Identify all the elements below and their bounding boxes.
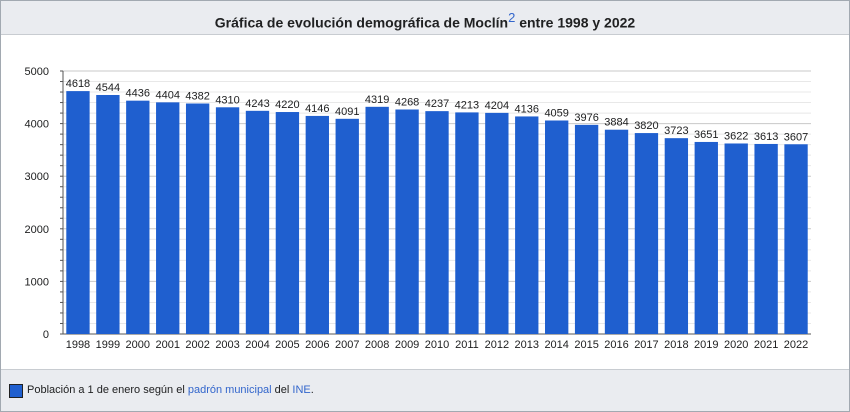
legend-prefix: Población a 1 de enero según el <box>27 384 188 396</box>
data-label: 3613 <box>754 131 778 143</box>
x-tick-label: 2022 <box>784 339 808 351</box>
x-tick-label: 2005 <box>275 339 299 351</box>
x-tick-label: 2014 <box>544 339 568 351</box>
bar <box>515 116 539 334</box>
reference-link[interactable]: 2 <box>508 10 516 25</box>
data-label: 4136 <box>515 103 539 115</box>
bar <box>754 143 778 334</box>
x-tick-label: 2020 <box>724 339 748 351</box>
legend-middle: del <box>271 384 293 396</box>
data-label: 4220 <box>275 99 299 111</box>
bar <box>455 112 479 334</box>
data-label: 4618 <box>66 78 90 90</box>
bar <box>694 141 718 334</box>
data-label: 3976 <box>574 112 598 124</box>
bar <box>96 94 120 334</box>
bar <box>126 100 150 334</box>
bar <box>664 138 689 334</box>
x-tick-label: 2000 <box>126 339 150 351</box>
x-tick-label: 2011 <box>455 339 479 351</box>
data-label: 4059 <box>544 107 568 119</box>
x-tick-label: 1998 <box>66 339 90 351</box>
x-tick-label: 2019 <box>694 339 718 351</box>
bar <box>604 129 629 334</box>
bar <box>215 107 240 334</box>
bar <box>275 112 300 334</box>
data-label: 4268 <box>395 97 419 109</box>
bar <box>574 124 599 334</box>
data-label: 3884 <box>604 117 628 129</box>
y-tick-label: 4000 <box>25 119 49 131</box>
bar-chart: 0 1000 2000 3000 4000 5000 4618 1998 4544 1999 443… <box>25 66 811 351</box>
title-text: Gráfica de evolución demográfica de Mocl… <box>214 14 509 31</box>
x-tick-label: 2012 <box>485 339 509 351</box>
bar <box>634 133 659 334</box>
x-tick-label: 2008 <box>365 339 389 351</box>
x-tick-label: 2009 <box>395 339 419 351</box>
y-tick-label: 3000 <box>25 171 49 183</box>
title-suffix: entre 1998 y 2022 <box>515 14 636 31</box>
data-label: 4243 <box>245 98 269 110</box>
data-label: 4319 <box>365 94 389 106</box>
bar <box>185 103 210 334</box>
data-label: 3622 <box>724 130 748 142</box>
bar <box>156 102 180 334</box>
data-label: 4382 <box>185 91 209 103</box>
data-label: 4404 <box>155 89 179 101</box>
padron-link[interactable]: padrón municipal <box>187 384 272 396</box>
data-label: 3607 <box>784 131 808 143</box>
bar <box>365 106 389 334</box>
y-tick-label: 5000 <box>25 66 49 78</box>
x-tick-label: 2016 <box>604 339 628 351</box>
ine-link[interactable]: INE <box>292 384 311 396</box>
x-tick-label: 2021 <box>754 339 778 351</box>
x-tick-label: 2007 <box>335 339 359 351</box>
data-label: 3723 <box>664 125 688 137</box>
x-tick-label: 2013 <box>515 339 539 351</box>
bar <box>425 111 449 335</box>
data-label: 4436 <box>126 88 150 100</box>
y-tick-label: 1000 <box>25 276 49 288</box>
x-tick-label: 2004 <box>245 339 269 351</box>
x-tick-label: 2001 <box>155 339 179 351</box>
bar <box>545 120 569 334</box>
data-label: 4146 <box>305 103 329 115</box>
legend-end: . <box>310 384 314 396</box>
data-label: 3651 <box>694 129 718 141</box>
chart-title: Gráfica de evolución demográfica de Mocl… <box>1 1 849 35</box>
bar <box>395 109 419 334</box>
y-tick-label: 2000 <box>25 224 49 236</box>
data-label: 4544 <box>96 82 120 94</box>
data-label: 4213 <box>455 99 479 111</box>
x-tick-label: 2003 <box>215 339 239 351</box>
data-label: 4091 <box>335 106 359 118</box>
bar <box>245 110 270 334</box>
legend-text: Población a 1 de enero según el padrón m… <box>27 384 314 396</box>
data-label: 4310 <box>215 94 239 106</box>
y-tick-label: 0 <box>43 329 49 341</box>
legend: Población a 1 de enero según el padrón m… <box>1 370 849 411</box>
legend-swatch <box>9 384 23 398</box>
bar <box>335 118 359 334</box>
x-tick-label: 1999 <box>96 339 120 351</box>
data-label: 3820 <box>634 120 658 132</box>
bar <box>784 144 808 334</box>
x-tick-label: 2015 <box>574 339 598 351</box>
x-tick-label: 2018 <box>664 339 688 351</box>
x-tick-label: 2006 <box>305 339 329 351</box>
chart-area: 0 1000 2000 3000 4000 5000 4618 1998 4544 1999 443… <box>1 35 849 370</box>
data-label: 4237 <box>425 98 449 110</box>
bar <box>305 115 329 334</box>
bar <box>724 143 748 334</box>
x-tick-label: 2002 <box>185 339 209 351</box>
bar <box>66 91 90 334</box>
x-tick-label: 2010 <box>425 339 449 351</box>
x-tick-label: 2017 <box>634 339 658 351</box>
data-label: 4204 <box>485 100 509 112</box>
bar <box>485 112 509 334</box>
